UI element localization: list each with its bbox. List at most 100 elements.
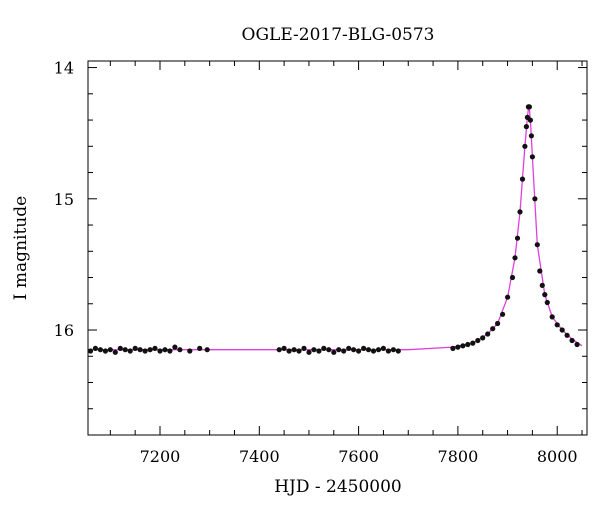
data-point xyxy=(370,348,377,354)
data-point xyxy=(341,348,347,354)
data-point xyxy=(117,345,123,351)
data-point xyxy=(147,347,153,353)
data-point xyxy=(450,345,456,351)
data-point xyxy=(549,314,555,320)
y-tick-label: 16 xyxy=(54,321,74,340)
data-point xyxy=(375,347,382,353)
data-point xyxy=(172,344,178,350)
data-point xyxy=(395,348,401,354)
data-point xyxy=(157,348,163,354)
y-axis-tick-labels: 14 15 16 xyxy=(54,59,74,340)
data-point xyxy=(107,347,113,353)
data-point xyxy=(122,347,128,353)
data-point xyxy=(539,282,545,288)
data-point xyxy=(276,347,282,353)
x-tick-label: 7600 xyxy=(338,447,379,466)
data-point xyxy=(112,349,118,355)
data-point xyxy=(281,345,287,351)
data-point xyxy=(542,292,548,298)
data-point xyxy=(137,347,143,353)
y-tick-label: 15 xyxy=(54,190,74,209)
data-point xyxy=(301,345,307,351)
data-point xyxy=(385,348,391,354)
data-point xyxy=(361,345,367,351)
data-point xyxy=(97,347,103,353)
y-axis-ticks xyxy=(88,67,587,436)
data-point xyxy=(554,322,560,328)
x-tick-label: 8000 xyxy=(537,447,578,466)
data-point xyxy=(390,347,396,353)
y-tick-label: 14 xyxy=(54,59,74,78)
data-point xyxy=(529,154,536,160)
data-point xyxy=(326,347,332,353)
data-point xyxy=(311,347,317,353)
data-point xyxy=(509,274,516,281)
data-point xyxy=(132,345,138,351)
data-point xyxy=(321,345,327,351)
data-point xyxy=(306,349,312,355)
data-point xyxy=(92,345,98,351)
data-point xyxy=(559,327,565,333)
data-point xyxy=(514,235,521,241)
data-point xyxy=(455,344,461,350)
data-point xyxy=(470,340,476,346)
x-axis-label: HJD - 2450000 xyxy=(274,477,402,497)
data-point xyxy=(528,133,535,139)
data-point xyxy=(346,345,352,351)
data-point xyxy=(356,348,362,354)
data-point xyxy=(197,345,203,351)
data-point xyxy=(204,347,210,353)
model-curve xyxy=(90,104,583,351)
x-tick-label: 7400 xyxy=(239,447,280,466)
data-point xyxy=(532,196,538,202)
data-point xyxy=(495,320,501,327)
data-point xyxy=(526,104,533,110)
data-point xyxy=(534,242,540,248)
data-point xyxy=(564,332,570,338)
data-point xyxy=(522,143,528,149)
data-point xyxy=(500,311,506,317)
data-point xyxy=(480,335,486,341)
data-point xyxy=(537,268,543,274)
data-point xyxy=(519,176,526,182)
x-tick-label: 7200 xyxy=(140,447,181,466)
data-point xyxy=(187,348,193,354)
data-point xyxy=(331,349,337,355)
x-axis-ticks xyxy=(109,61,583,435)
data-point xyxy=(523,124,530,130)
data-point xyxy=(527,117,534,123)
data-point xyxy=(127,348,133,354)
data-point xyxy=(351,347,357,353)
data-point xyxy=(167,348,173,354)
data-point xyxy=(569,337,575,344)
x-tick-label: 7800 xyxy=(438,447,479,466)
data-point xyxy=(296,348,302,354)
data-point xyxy=(291,347,297,353)
data-point xyxy=(490,326,496,332)
data-point xyxy=(544,299,550,306)
data-point xyxy=(574,341,580,348)
data-point xyxy=(87,348,94,354)
data-point xyxy=(460,343,466,349)
data-point xyxy=(177,347,183,353)
data-point xyxy=(475,337,481,344)
data-point xyxy=(365,347,372,353)
data-points xyxy=(87,104,580,355)
data-point xyxy=(286,348,292,354)
data-point xyxy=(512,255,518,261)
data-point xyxy=(517,209,523,215)
data-point xyxy=(380,345,386,351)
plot-frame xyxy=(87,60,588,436)
data-point xyxy=(152,345,158,351)
data-point xyxy=(505,294,511,300)
data-point xyxy=(485,331,491,337)
data-point xyxy=(316,348,322,354)
chart-title: OGLE-2017-BLG-0573 xyxy=(242,25,435,45)
data-point xyxy=(162,347,168,353)
data-point xyxy=(336,347,342,353)
data-point xyxy=(102,348,108,354)
data-point xyxy=(465,341,471,348)
x-axis-tick-labels: 7200 7400 7600 7800 8000 xyxy=(140,447,578,466)
y-axis-label: I magnitude xyxy=(11,196,31,300)
